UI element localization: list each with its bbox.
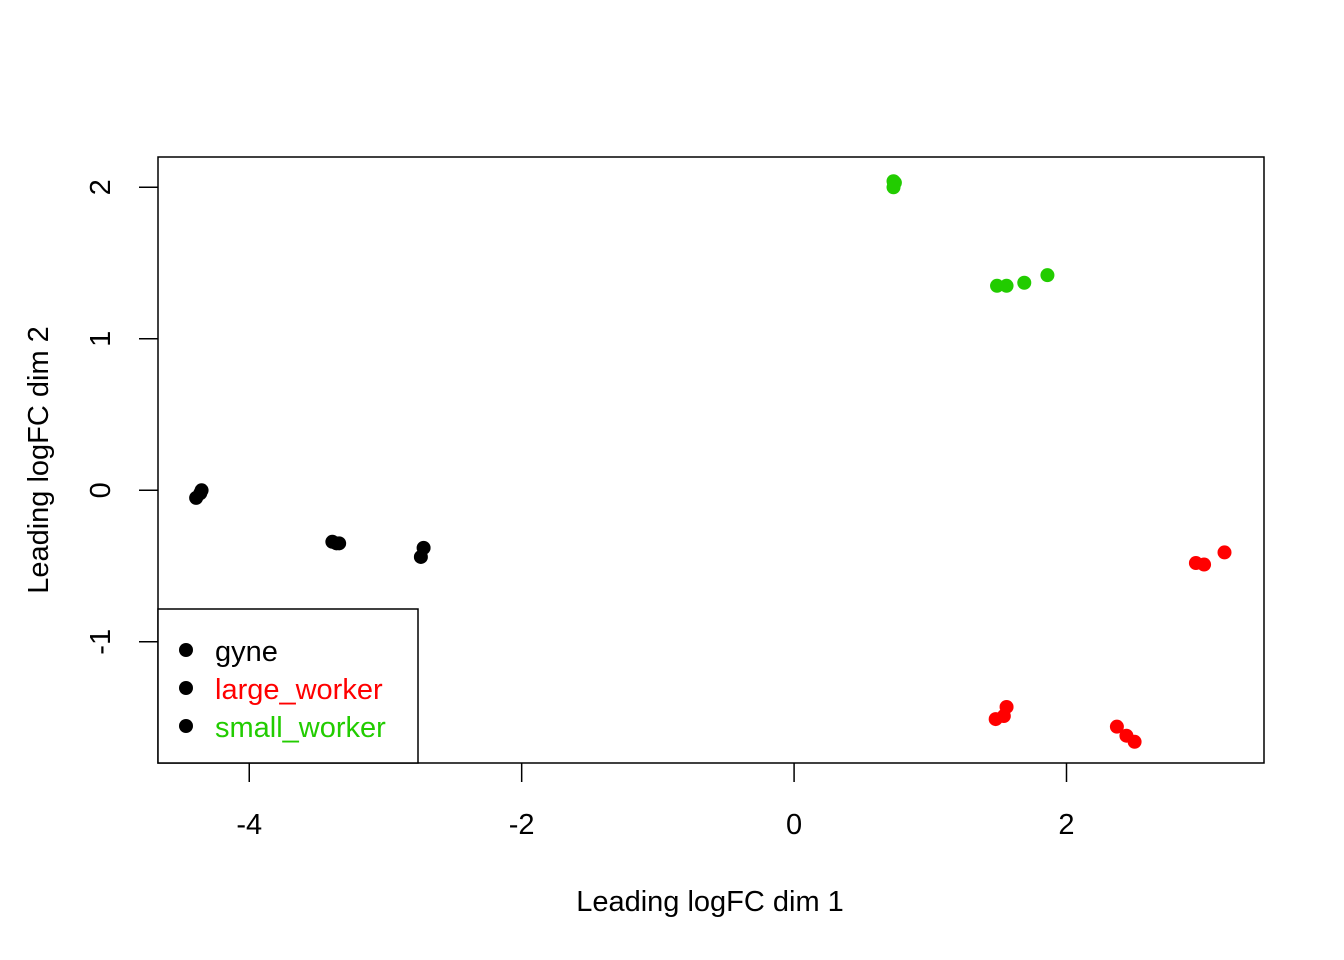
plot-frame	[157, 156, 1265, 764]
x-tick-label: -2	[509, 809, 535, 841]
y-axis-label: Leading logFC dim 2	[23, 326, 55, 594]
legend-label-large-worker: large_worker	[215, 674, 383, 706]
data-point-small-worker	[999, 278, 1014, 293]
data-point-large-worker	[1217, 545, 1232, 560]
legend-box	[157, 608, 419, 764]
data-point-small-worker	[1040, 268, 1055, 283]
data-points	[189, 174, 1232, 749]
legend-marker	[179, 681, 193, 695]
x-tick-label: 0	[786, 809, 802, 841]
y-tick-label: 2	[85, 179, 117, 195]
data-point-large-worker	[1109, 719, 1124, 734]
x-tick-label: -4	[236, 809, 262, 841]
data-point-large-worker	[1197, 557, 1212, 572]
data-point-gyne	[332, 536, 347, 551]
y-tick-label: 1	[85, 331, 117, 347]
legend-marker	[179, 643, 193, 657]
data-point-small-worker	[886, 180, 901, 195]
x-axis: -4 -2 0 2	[236, 763, 1075, 841]
legend-label-small-worker: small_worker	[215, 712, 386, 744]
data-point-small-worker	[1017, 275, 1032, 290]
y-tick-label: 0	[85, 482, 117, 498]
x-tick-label: 2	[1058, 809, 1074, 841]
data-point-gyne	[189, 490, 204, 505]
data-point-gyne	[413, 549, 428, 564]
y-tick-label: -1	[85, 629, 117, 655]
data-point-large-worker	[1127, 734, 1142, 749]
legend-marker	[179, 719, 193, 733]
x-axis-label: Leading logFC dim 1	[576, 886, 844, 918]
data-point-large-worker	[996, 709, 1011, 724]
legend: gyne large_worker small_worker	[157, 608, 419, 764]
y-axis: 2 1 0 -1	[85, 179, 158, 655]
legend-label-gyne: gyne	[215, 636, 278, 668]
